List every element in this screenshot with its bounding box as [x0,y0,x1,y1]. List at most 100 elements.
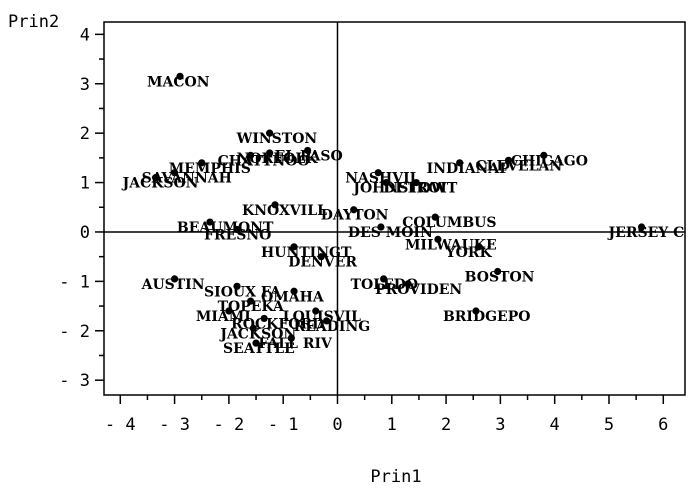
data-point [247,151,255,159]
data-point [377,223,385,231]
x-axis: - 4 - 3 - 2 - 1 0 1 2 3 4 5 6 [105,395,668,435]
data-point [225,307,233,315]
x-tick-label: 3 [495,415,505,435]
data-point-label: JERSEY C [607,225,685,241]
data-point-label: AUSTIN [141,277,205,293]
data-point [431,213,439,221]
plot-frame [103,21,686,396]
data-point [290,287,298,295]
data-point [247,297,255,305]
x-tick-label: 4 [550,415,560,435]
data-point-label: WINSTON [236,131,318,147]
data-point-label: JACKSON [218,326,296,342]
data-point [252,339,260,347]
data-point [374,169,382,177]
data-point [198,159,206,167]
x-tick-label: 1 [387,415,397,435]
x-tick-label: 5 [604,415,614,435]
y-tick-label: 1 [80,174,90,194]
data-point [404,280,412,288]
data-point-label: JACKSON [121,176,199,192]
data-point [472,307,480,315]
data-point-label: DENVER [288,255,357,271]
data-point-label: INDIANAP [427,161,511,177]
x-tick-label: - 2 [214,415,245,435]
data-point-label: SIOUX FA [204,284,282,300]
data-point-label: BOSTON [465,269,535,285]
data-point [494,267,502,276]
data-point-label: COLUMBUS [402,215,496,231]
data-point [304,146,312,155]
data-point-label: PROVIDEN [375,282,462,298]
data-point [323,317,331,325]
data-point-label: MIAMI [196,309,251,325]
data-point [176,72,184,80]
data-point [266,129,274,137]
data-point-label: FRESNO [204,227,271,243]
data-point-label: CHICAGO [511,153,588,169]
data-point-label: NORFOLK [237,151,319,167]
data-point-label: JOHNSTOW [351,181,447,197]
data-point-label: MACON [147,74,210,90]
data-point [206,218,214,226]
data-point [350,206,358,214]
data-point [434,235,442,243]
data-point-label: SEATTLE [223,341,295,357]
data-point-label: NASHVIL [345,171,419,187]
x-tick-label: - 4 [105,415,136,435]
data-point [170,169,179,177]
data-point-label: HUNTINGT [261,245,352,261]
data-point-label: FALL RIV [258,336,333,352]
y-tick-label: 0 [80,223,90,243]
data-point [233,282,241,290]
data-point-label: MILWAUKE [405,237,497,253]
data-point [312,307,320,315]
data-point [637,223,646,231]
data-point [504,156,513,164]
data-point-label: MEMPHIS [169,161,251,177]
data-point [475,243,483,251]
y-axis: - 3 - 2 - 1 0 1 2 3 4 [59,25,104,391]
x-tick-label: - 3 [159,415,190,435]
data-point-label: YORK [445,245,493,261]
data-point [412,178,420,187]
data-point-label: BEAUMONT [177,220,274,236]
data-point-label: READING [294,319,371,335]
data-point [380,275,388,283]
y-tick-label: 2 [80,124,90,144]
data-point-label: SAVANNAH [142,171,232,187]
data-point [290,243,298,251]
data-point-label: KNOXVILL [242,203,327,219]
data-point-label: TOPEKA [218,299,285,315]
x-tick-label: - 1 [268,415,299,435]
data-point [456,159,464,167]
data-point [382,178,390,187]
data-point [260,314,268,323]
y-tick-label: 4 [80,25,90,45]
data-point [266,149,274,157]
data-point [151,174,160,182]
y-axis-title: Prin2 [8,12,59,32]
x-tick-label: 6 [658,415,668,435]
x-axis-title: Prin1 [370,467,421,487]
data-point [317,253,325,261]
data-point-label: TOLEDO [351,277,418,293]
data-point [540,151,548,159]
x-tick-label: 0 [332,415,342,435]
data-point [271,201,279,209]
y-tick-label: - 2 [59,322,90,342]
data-point-label: DES MOIN [348,225,433,241]
data-point-label: DAYTON [321,208,389,224]
y-tick-label: 3 [80,75,90,95]
data-point [170,275,179,283]
data-point [249,324,257,332]
data-point-label: CLEVELAN [476,158,563,174]
data-point-label: OMAHA [261,289,325,305]
data-point [287,334,295,342]
y-tick-label: - 1 [59,272,90,292]
x-tick-label: 2 [441,415,451,435]
data-point-label: CHATTNOO [218,153,310,169]
data-point-label: LOUISVIL [283,309,361,325]
